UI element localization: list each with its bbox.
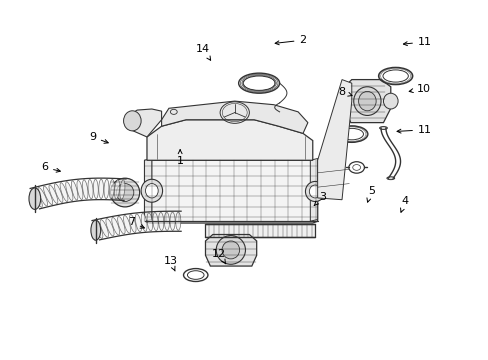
Ellipse shape xyxy=(99,179,103,199)
Ellipse shape xyxy=(339,129,363,140)
Ellipse shape xyxy=(109,179,114,199)
Text: 11: 11 xyxy=(396,125,431,135)
Polygon shape xyxy=(147,120,312,160)
Ellipse shape xyxy=(382,70,407,82)
Ellipse shape xyxy=(77,180,83,199)
Text: 7: 7 xyxy=(127,217,144,228)
Ellipse shape xyxy=(38,188,47,206)
Ellipse shape xyxy=(71,181,78,200)
Text: 9: 9 xyxy=(89,132,108,143)
Ellipse shape xyxy=(123,111,141,131)
Ellipse shape xyxy=(112,217,120,235)
Ellipse shape xyxy=(386,177,394,180)
Text: 11: 11 xyxy=(403,37,431,47)
Polygon shape xyxy=(310,158,317,221)
Ellipse shape xyxy=(33,189,42,207)
Ellipse shape xyxy=(135,214,141,232)
Ellipse shape xyxy=(358,91,375,111)
Polygon shape xyxy=(205,224,315,237)
Ellipse shape xyxy=(120,180,124,199)
Ellipse shape xyxy=(106,219,114,236)
Ellipse shape xyxy=(379,127,386,130)
Ellipse shape xyxy=(93,179,98,199)
Polygon shape xyxy=(205,234,256,266)
Ellipse shape xyxy=(60,183,68,202)
Ellipse shape xyxy=(118,216,125,234)
Ellipse shape xyxy=(82,180,88,199)
Text: 8: 8 xyxy=(338,87,351,97)
Ellipse shape xyxy=(65,182,73,201)
Polygon shape xyxy=(144,160,317,223)
Text: 10: 10 xyxy=(408,84,430,94)
Ellipse shape xyxy=(141,179,162,202)
Polygon shape xyxy=(317,80,351,200)
Ellipse shape xyxy=(238,73,279,93)
Text: 12: 12 xyxy=(212,248,226,264)
Ellipse shape xyxy=(383,93,397,109)
Text: 2: 2 xyxy=(275,35,306,45)
Text: 13: 13 xyxy=(163,256,177,271)
Ellipse shape xyxy=(123,215,130,233)
Ellipse shape xyxy=(100,220,108,237)
Ellipse shape xyxy=(94,221,102,238)
Ellipse shape xyxy=(43,186,53,205)
Polygon shape xyxy=(144,158,152,221)
Ellipse shape xyxy=(114,180,120,199)
Ellipse shape xyxy=(141,213,147,231)
Ellipse shape xyxy=(29,188,41,210)
Ellipse shape xyxy=(305,181,325,202)
Ellipse shape xyxy=(164,212,169,230)
Ellipse shape xyxy=(216,235,245,264)
Text: 4: 4 xyxy=(400,196,408,212)
Text: 14: 14 xyxy=(196,44,210,60)
Ellipse shape xyxy=(147,213,152,231)
Ellipse shape xyxy=(243,76,275,90)
Ellipse shape xyxy=(104,179,109,199)
Ellipse shape xyxy=(116,184,134,202)
Ellipse shape xyxy=(49,185,58,203)
Ellipse shape xyxy=(88,179,93,199)
Ellipse shape xyxy=(222,241,239,259)
Ellipse shape xyxy=(309,185,321,198)
Ellipse shape xyxy=(170,212,175,230)
Ellipse shape xyxy=(158,212,163,230)
Ellipse shape xyxy=(54,184,63,202)
Ellipse shape xyxy=(145,184,158,198)
Polygon shape xyxy=(126,109,161,137)
Text: 1: 1 xyxy=(176,150,183,166)
Ellipse shape xyxy=(91,220,101,240)
Ellipse shape xyxy=(353,87,380,116)
Ellipse shape xyxy=(129,215,136,233)
Text: 3: 3 xyxy=(314,192,325,206)
Ellipse shape xyxy=(110,178,140,207)
Ellipse shape xyxy=(187,271,203,279)
Text: 6: 6 xyxy=(41,162,60,172)
Ellipse shape xyxy=(153,213,158,231)
Text: 5: 5 xyxy=(366,186,374,202)
Polygon shape xyxy=(161,101,307,134)
Ellipse shape xyxy=(175,212,181,230)
Polygon shape xyxy=(344,80,390,123)
